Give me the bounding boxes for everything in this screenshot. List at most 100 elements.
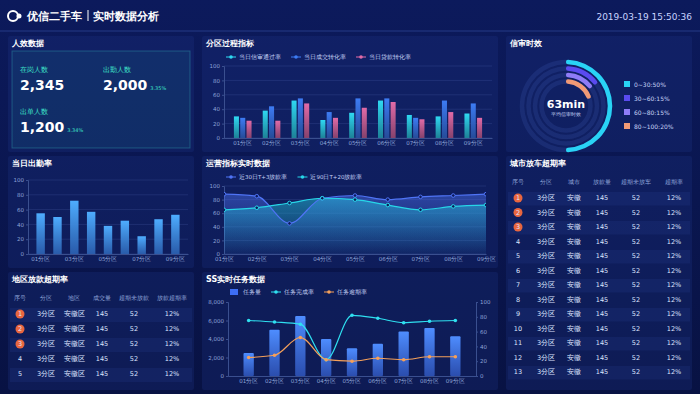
- panel: SS实时任务数据任务量任务完成率任务逾期率02,0004,0006,0008,0…: [202, 272, 498, 390]
- tick-label: 08分区: [444, 256, 463, 262]
- grid-line: [224, 94, 492, 95]
- tick: 0: [21, 251, 29, 257]
- tick-label: 03分区: [281, 256, 300, 262]
- tick-mark: [26, 224, 28, 225]
- tick-label: 40: [213, 224, 220, 230]
- tick: 03分区: [65, 254, 84, 262]
- table-cell: 安徽区: [64, 355, 85, 363]
- table-cell: 52: [130, 355, 138, 363]
- axis: 020406080100: [476, 299, 491, 379]
- table-cell: 145: [96, 340, 108, 348]
- table-cell: 3分区: [537, 368, 555, 376]
- table-row: 33分区安徽区1455212%: [10, 338, 192, 352]
- point: [386, 203, 390, 207]
- tick-label: 0: [480, 373, 484, 379]
- legend-item: 任务逾期率: [324, 288, 367, 295]
- legend-label: 任务量: [242, 289, 261, 295]
- bar: [137, 236, 145, 254]
- table-header: 序号: [512, 178, 524, 185]
- table-cell: 安徽区: [64, 310, 85, 318]
- legend-label: 当日贷款转化率: [369, 53, 411, 61]
- bar: [347, 348, 357, 376]
- axis: 020406080100: [14, 177, 29, 257]
- axis: 020406080100: [210, 63, 225, 141]
- kpi-label: 出单人数: [20, 108, 48, 116]
- table-row: 53分区安徽区1455212%: [10, 368, 192, 382]
- table-cell: 安徽: [567, 223, 581, 231]
- panel: 分区过程指标当日信审通过率当日成交转化率当日贷款转化率0204060801000…: [202, 36, 498, 152]
- legend-item: 任务完成率: [271, 288, 314, 295]
- tick: 20: [476, 358, 487, 364]
- table-cell: 3分区: [537, 194, 555, 202]
- table-cell: 52: [130, 310, 138, 318]
- point: [288, 201, 292, 205]
- panel: 运营指标实时数据近30日T+3放款率近90日T+20放款率02040608010…: [202, 156, 498, 268]
- table-cell: 145: [96, 355, 108, 363]
- rank-badge: [514, 208, 523, 217]
- table-cell: 12%: [667, 310, 681, 318]
- tick: 07分区: [394, 376, 413, 384]
- kpi-box: [12, 51, 190, 148]
- rank-badge: [16, 325, 25, 334]
- tick: 40: [213, 224, 224, 230]
- table-cell: 安徽: [567, 281, 581, 289]
- table-cell: 145: [596, 252, 608, 260]
- tick-label: 02分区: [248, 256, 267, 262]
- tick: 60: [17, 207, 28, 213]
- bar: [378, 101, 383, 138]
- tick-label: 01分区: [31, 256, 50, 262]
- table-cell: 145: [596, 223, 608, 231]
- tick-label: 09分区: [477, 256, 496, 262]
- table-cell: 安徽: [567, 296, 581, 304]
- tick-label: 2,000: [208, 355, 224, 361]
- legend-item: 30~60:15%: [624, 95, 670, 102]
- legend-item: 任务量: [230, 289, 261, 295]
- row-bg: [508, 337, 690, 351]
- point: [324, 358, 328, 362]
- table-cell: 12%: [667, 223, 681, 231]
- table-cell: 145: [596, 209, 608, 217]
- tick: 02分区: [248, 254, 267, 262]
- bar: [349, 113, 354, 138]
- tick-mark: [222, 138, 224, 139]
- ring-track: [520, 60, 613, 153]
- tick-label: 20: [480, 358, 487, 364]
- panel-bg: [202, 156, 498, 268]
- table-cell: 12%: [667, 296, 681, 304]
- legend-label: 当日成交转化率: [304, 53, 346, 60]
- point: [454, 355, 458, 359]
- bar: [477, 118, 482, 138]
- table-cell: 145: [596, 368, 608, 376]
- tick: 05分区: [349, 138, 368, 146]
- tick: 06分区: [379, 254, 398, 262]
- kpi-value: 1,200: [20, 119, 65, 135]
- tick: 100: [210, 63, 225, 69]
- tick-label: 09分区: [166, 256, 185, 262]
- panel-bg: [506, 36, 692, 152]
- table-cell: 52: [632, 310, 640, 318]
- table-cell: 12%: [165, 355, 179, 363]
- header-rule: [0, 31, 700, 32]
- tick-mark: [222, 254, 224, 255]
- table-cell: 3分区: [537, 252, 555, 260]
- plot-marks: [234, 98, 482, 138]
- tick-label: 07分区: [412, 256, 431, 262]
- background: [0, 0, 700, 394]
- tick-label: 07分区: [132, 256, 151, 262]
- point: [376, 316, 380, 320]
- table-header: 地区: [67, 294, 80, 301]
- table-cell: 安徽: [567, 209, 581, 217]
- point: [376, 356, 380, 360]
- point: [273, 353, 277, 357]
- tick-label: 03分区: [291, 140, 310, 146]
- tick-mark: [476, 317, 478, 318]
- ring-track: [539, 79, 593, 133]
- table-cell: 12%: [667, 267, 681, 275]
- tick: 04分区: [313, 254, 332, 262]
- tick: 09分区: [166, 254, 185, 262]
- tick-label: 03分区: [291, 378, 310, 384]
- tick-mark: [226, 321, 228, 322]
- legend-label: 80~100:20%: [634, 123, 674, 130]
- tick-label: 60: [17, 207, 24, 213]
- grid-line: [28, 209, 188, 210]
